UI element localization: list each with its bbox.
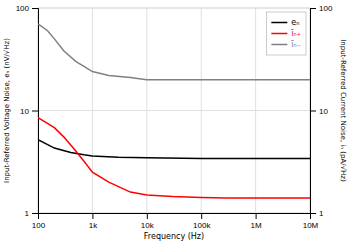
tick-mark (32, 213, 38, 214)
legend-label: eₙ (291, 18, 299, 27)
legend-swatch (271, 44, 287, 46)
tick-mark (32, 8, 38, 9)
legend-swatch (271, 33, 287, 35)
tick: 10 (20, 107, 38, 116)
axis-line (39, 214, 311, 220)
tick: 1M (251, 213, 262, 230)
tick-label: 10k (141, 221, 155, 230)
tick-label: 10M (303, 221, 319, 230)
tick-label: 1 (25, 209, 30, 218)
tick: 1 (310, 209, 324, 218)
tick: 100 (310, 4, 333, 13)
legend-frame (266, 12, 306, 55)
tick-mark (310, 213, 316, 214)
tick: 100 (16, 4, 38, 13)
x-axis: 100 1k 10k 100k 1M 10M (32, 213, 319, 230)
tick: 100k (193, 213, 211, 230)
tick: 10M (303, 213, 319, 230)
tick-mark (310, 111, 316, 112)
tick-mark (92, 213, 93, 219)
tick: 1 (25, 209, 38, 218)
legend: eₙ īₙ₊ īₙ₋ (266, 12, 306, 55)
tick-mark (32, 111, 38, 112)
plot-frame (38, 8, 310, 213)
tick-label: 100k (193, 221, 211, 230)
tick-mark (256, 213, 257, 219)
y-axis-title: Input-Referred Voltage Noise, eₙ (nV/√Hz… (3, 38, 11, 183)
tick-label: 100 (32, 221, 46, 230)
tick-label: 1k (89, 221, 98, 230)
tick-label: 100 (16, 4, 30, 13)
tick-label: 10 (20, 107, 29, 116)
plot: 1001k10k100k1M10M110100110100eₙīₙ₊īₙ₋ (16, 4, 333, 230)
legend-label: īₙ₊ (290, 29, 301, 38)
tick: 10k (141, 213, 155, 230)
axis-line (32, 9, 39, 214)
axis-line (311, 9, 317, 214)
tick-label: 100 (319, 4, 333, 13)
tick-label: 1 (319, 209, 324, 218)
grid (38, 8, 310, 213)
tick: 10 (310, 107, 328, 116)
grid-line (38, 110, 310, 111)
y2-axis: 1 10 100 (310, 4, 333, 218)
tick-label: 1M (251, 221, 262, 230)
legend-swatch (271, 22, 287, 24)
legend-label: īₙ₋ (290, 40, 301, 49)
tick-mark (147, 213, 148, 219)
tick-label: 10 (319, 107, 328, 116)
tick-mark (310, 8, 316, 9)
x-axis-title: Frequency (Hz) (144, 232, 204, 241)
chart: 1001k10k100k1M10M110100110100eₙīₙ₊īₙ₋Fre… (0, 0, 348, 243)
tick-mark (201, 213, 202, 219)
tick: 100 (32, 213, 46, 230)
tick: 1k (89, 213, 98, 230)
y2-axis-title: Input-Referred Current Noise, iₙ (pA/√Hz… (339, 39, 347, 182)
y-axis: 1 10 100 (16, 4, 39, 218)
series-line (38, 118, 310, 198)
